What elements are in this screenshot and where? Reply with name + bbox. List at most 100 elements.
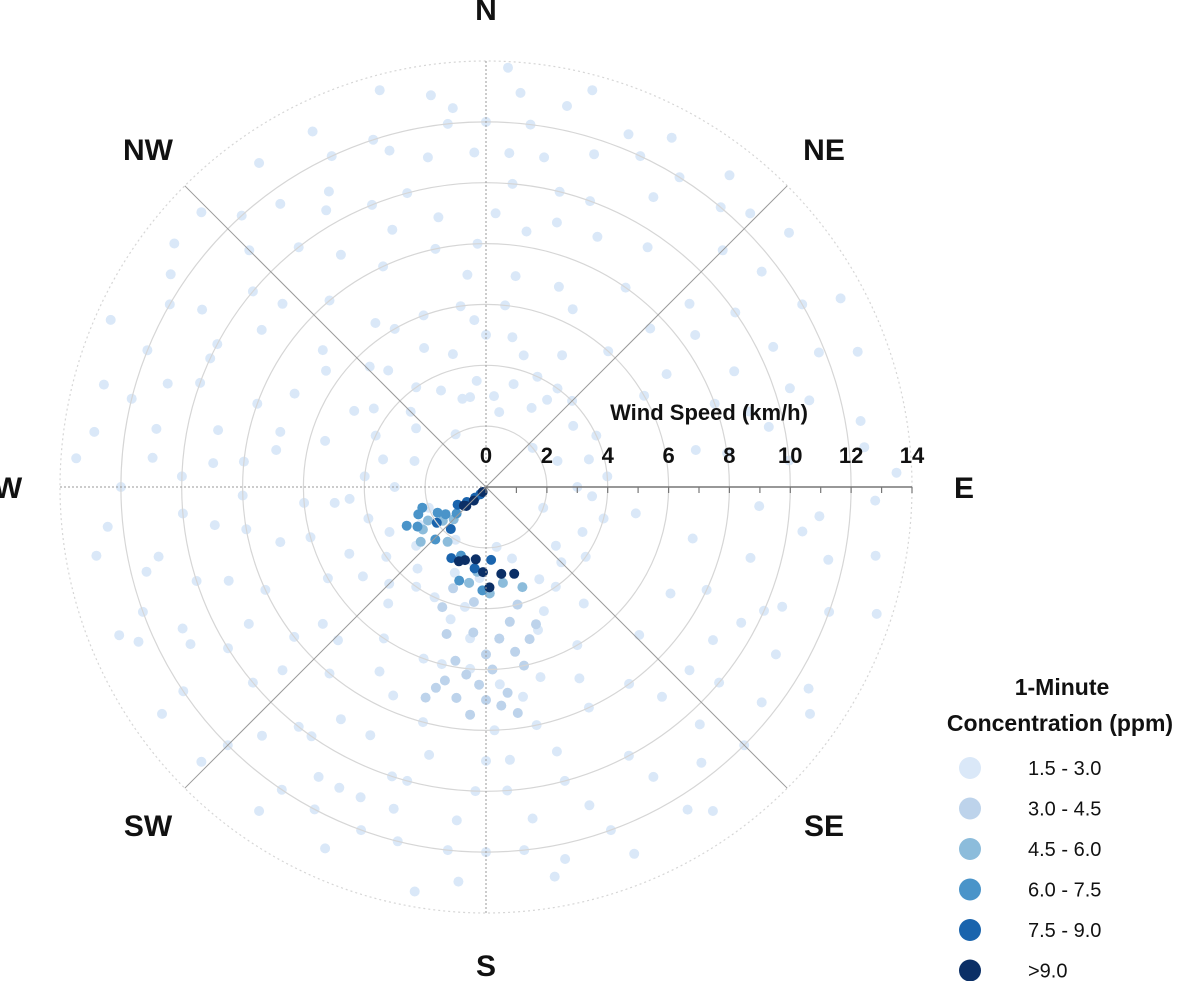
data-point-series-0-31 [814, 511, 825, 522]
data-point-series-0-216 [504, 148, 515, 159]
data-point-series-0-54 [313, 771, 324, 782]
data-point-series-2-4 [415, 536, 426, 547]
data-point-series-0-245 [320, 435, 331, 446]
data-point-series-0-119 [462, 269, 473, 280]
data-point-series-0-23 [852, 346, 863, 357]
data-point-series-0-102 [690, 445, 701, 455]
data-point-series-0-249 [370, 318, 381, 328]
data-point-series-0-125 [527, 813, 538, 824]
data-point-series-0-234 [494, 679, 505, 690]
data-point-series-0-248 [364, 361, 375, 372]
data-point-series-0-310 [577, 527, 588, 537]
data-point-series-2-9 [517, 582, 528, 593]
data-point-series-1-19 [468, 597, 479, 607]
radial-tick-label-12: 12 [839, 443, 863, 468]
data-point-series-0-204 [133, 636, 144, 647]
data-point-series-0-182 [736, 617, 747, 628]
data-point-series-0-85 [374, 666, 385, 677]
data-point-series-1-5 [450, 655, 461, 666]
data-point-series-0-241 [344, 548, 355, 559]
data-point-series-0-176 [891, 467, 902, 478]
data-point-series-0-239 [333, 635, 343, 646]
spoke-nw [184, 185, 487, 488]
data-point-series-0-166 [666, 132, 677, 143]
direction-label-se: SE [804, 810, 844, 843]
data-point-series-0-145 [213, 425, 224, 436]
data-point-series-0-126 [424, 749, 435, 760]
data-point-series-0-160 [469, 147, 480, 158]
data-point-series-1-27 [524, 634, 535, 645]
data-point-series-0-230 [634, 630, 645, 640]
data-point-series-0-99 [557, 350, 568, 361]
data-point-series-0-222 [690, 330, 701, 340]
data-point-series-0-188 [682, 804, 693, 815]
data-point-series-0-297 [457, 393, 468, 404]
data-point-series-0-207 [71, 453, 82, 464]
direction-label-s: S [476, 950, 496, 981]
data-point-series-0-163 [562, 101, 572, 111]
data-point-series-1-10 [439, 675, 450, 686]
data-point-series-0-4 [422, 152, 433, 163]
data-point-series-0-229 [708, 635, 718, 646]
data-point-series-0-55 [254, 806, 265, 816]
data-point-series-1-17 [512, 708, 523, 718]
data-point-series-0-240 [357, 571, 368, 582]
data-point-series-0-171 [835, 293, 846, 304]
data-point-series-0-186 [694, 719, 705, 730]
data-point-series-0-144 [89, 426, 100, 437]
data-point-series-2-8 [497, 577, 508, 588]
data-point-series-0-300 [508, 379, 519, 390]
data-point-series-1-4 [474, 679, 485, 690]
data-point-series-0-46 [549, 871, 560, 882]
data-point-series-0-296 [436, 385, 446, 396]
data-point-series-0-6 [374, 85, 385, 96]
data-point-series-0-64 [91, 550, 102, 561]
data-point-series-0-12 [387, 224, 398, 235]
data-point-series-0-67 [208, 458, 219, 469]
data-point-series-0-178 [797, 526, 808, 537]
data-point-series-0-221 [645, 323, 656, 334]
data-point-series-0-302 [542, 394, 553, 405]
data-point-series-3-6 [412, 521, 423, 532]
data-point-series-1-23 [437, 602, 448, 613]
data-point-series-0-184 [756, 697, 767, 708]
data-point-series-0-269 [409, 456, 420, 466]
data-point-series-0-29 [855, 416, 866, 426]
data-point-series-0-261 [449, 567, 460, 578]
data-point-series-0-22 [729, 366, 740, 377]
data-point-series-0-63 [275, 537, 286, 548]
direction-label-sw: SW [124, 810, 173, 843]
data-point-series-5-2 [477, 487, 488, 497]
data-point-series-0-202 [196, 756, 207, 767]
data-point-series-0-98 [553, 281, 564, 292]
data-point-series-1-24 [441, 629, 452, 639]
data-point-series-0-69 [98, 379, 109, 390]
data-point-series-0-59 [157, 708, 167, 719]
data-point-series-0-159 [425, 90, 436, 101]
data-point-series-0-91 [383, 598, 394, 609]
spoke-ne [485, 185, 788, 488]
data-point-series-0-37 [805, 708, 815, 719]
data-point-series-0-169 [745, 208, 756, 219]
data-point-series-0-272 [465, 392, 476, 403]
data-point-series-0-280 [534, 574, 545, 585]
legend-title-line1: 1-Minute [1015, 674, 1110, 700]
legend-swatch-2 [959, 838, 981, 860]
direction-label-e: E [954, 472, 974, 505]
data-point-series-3-4 [432, 507, 443, 518]
legend-title-line2: Concentration (ppm) [947, 710, 1173, 736]
legend-label-1: 3.0 - 4.5 [1028, 799, 1101, 821]
data-point-series-5-9 [509, 568, 520, 579]
data-point-series-0-232 [574, 673, 585, 684]
data-point-series-0-154 [335, 249, 346, 260]
data-point-series-0-226 [754, 501, 765, 512]
legend-label-3: 6.0 - 7.5 [1028, 880, 1101, 902]
data-point-series-0-40 [657, 691, 667, 702]
data-point-series-0-308 [587, 491, 598, 502]
data-point-series-0-28 [804, 395, 815, 406]
data-point-series-0-192 [560, 854, 571, 864]
data-point-series-0-42 [648, 771, 659, 782]
data-point-series-0-270 [411, 423, 422, 434]
data-point-series-0-104 [665, 588, 676, 599]
